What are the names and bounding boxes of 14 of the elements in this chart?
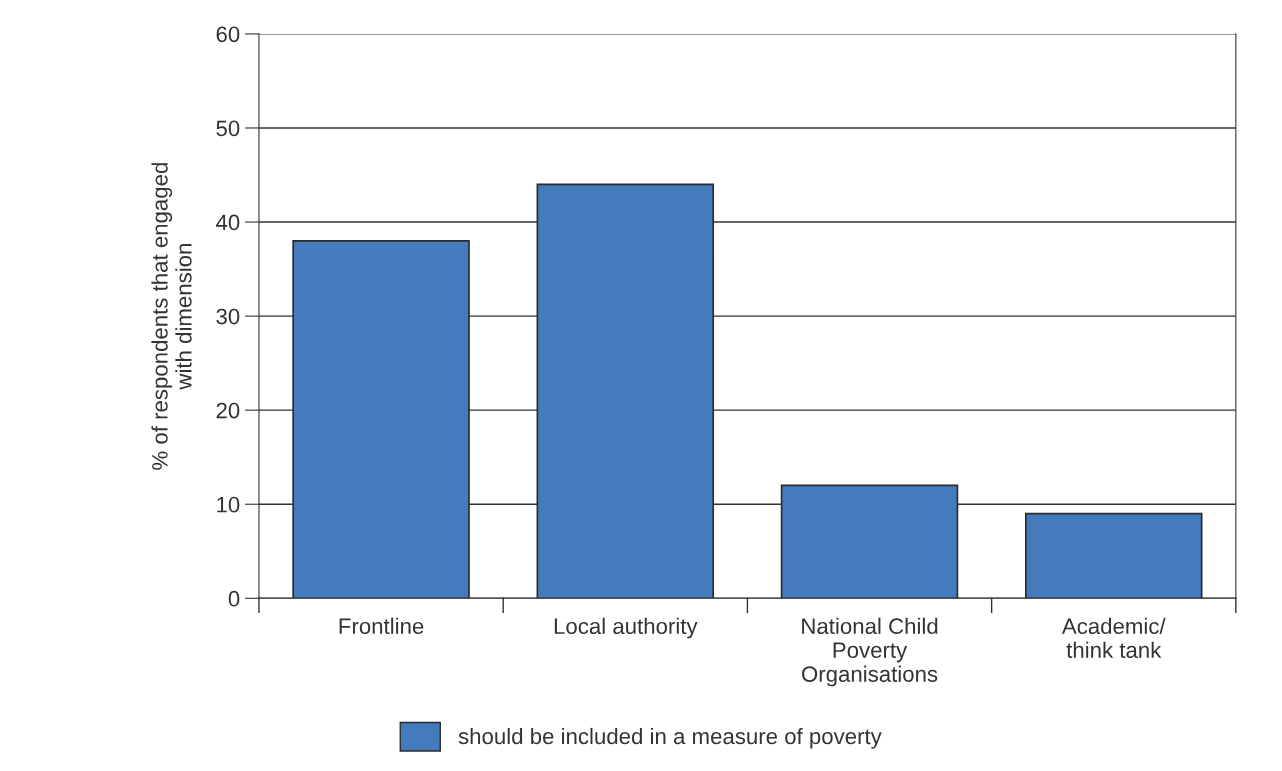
y-tick-label: 20	[216, 402, 240, 419]
y-tick-label: 10	[217, 496, 240, 513]
x-tick-label: Frontline	[339, 617, 424, 635]
bar	[1024, 512, 1203, 599]
y-tick-label: 40	[216, 214, 240, 231]
y-tick-label: 50	[216, 120, 240, 137]
x-tick-label: Local authority	[554, 617, 698, 639]
x-tick-label: Academic/ think tank	[1061, 617, 1166, 658]
y-tick-label: 30	[216, 308, 240, 325]
y-tick-label: 0	[228, 590, 240, 607]
x-tick-label: National Child Poverty Organisations	[802, 617, 938, 687]
y-axis-title: % of respondents that engaged with dimension	[151, 163, 192, 470]
legend-label: should be included in a measure of poverty	[458, 727, 882, 749]
y-tick-label: 60	[216, 26, 240, 43]
